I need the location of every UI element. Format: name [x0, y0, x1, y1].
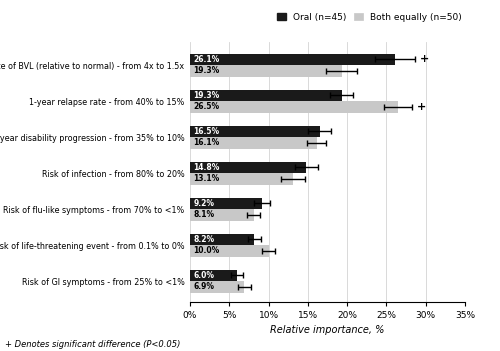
Text: 16.5%: 16.5% [193, 127, 220, 136]
Text: 6.9%: 6.9% [193, 283, 214, 291]
Text: 16.1%: 16.1% [193, 138, 220, 147]
Text: 8.2%: 8.2% [193, 235, 214, 244]
Bar [190, 90, 342, 101]
X-axis label: Relative importance, %: Relative importance, % [270, 325, 384, 336]
Bar [190, 137, 316, 149]
Bar [190, 101, 398, 113]
Legend: Oral (n=45), Both equally (n=50): Oral (n=45), Both equally (n=50) [277, 13, 462, 22]
Bar [190, 54, 395, 65]
Text: 8.1%: 8.1% [193, 210, 214, 219]
Text: 6.0%: 6.0% [193, 271, 214, 280]
Text: 10.0%: 10.0% [193, 246, 220, 256]
Bar [190, 65, 342, 77]
Text: 19.3%: 19.3% [193, 91, 220, 100]
Bar [190, 209, 254, 221]
Text: 13.1%: 13.1% [193, 174, 220, 184]
Bar [190, 126, 320, 137]
Bar [190, 270, 237, 281]
Bar [190, 173, 293, 185]
Text: + Denotes significant difference (P<0.05): + Denotes significant difference (P<0.05… [5, 340, 180, 349]
Text: 26.5%: 26.5% [193, 102, 220, 111]
Bar [190, 234, 254, 245]
Text: 19.3%: 19.3% [193, 66, 220, 75]
Text: +: + [417, 102, 426, 112]
Text: 9.2%: 9.2% [193, 199, 214, 208]
Bar [190, 245, 268, 257]
Text: +: + [420, 54, 428, 64]
Bar [190, 281, 244, 293]
Bar [190, 198, 262, 209]
Bar [190, 161, 306, 173]
Text: 26.1%: 26.1% [193, 55, 220, 64]
Text: 14.8%: 14.8% [193, 163, 220, 172]
